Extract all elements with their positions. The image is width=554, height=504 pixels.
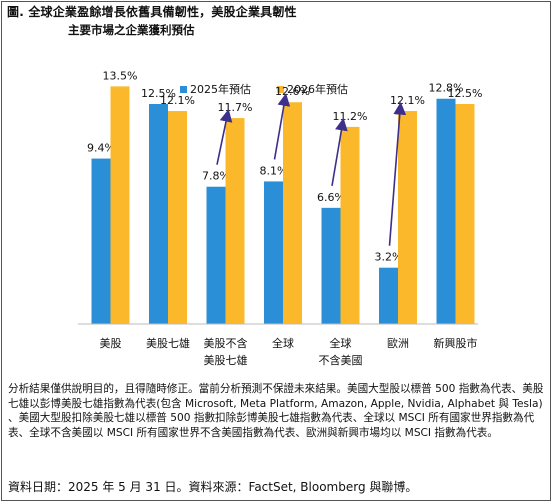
- bar-0-2: [206, 186, 226, 324]
- data-label-1-1: 12.1%: [160, 94, 195, 107]
- trend-arrow-2: [216, 108, 233, 165]
- data-label-1-5: 12.1%: [390, 94, 425, 107]
- bar-1-5: [398, 111, 417, 324]
- category-label-2-0: 美股不含: [204, 336, 248, 350]
- data-label-1-6: 12.5%: [448, 87, 483, 100]
- category-label-3-0: 全球: [272, 336, 294, 350]
- trend-arrow-3: [273, 93, 291, 160]
- trend-arrow-4: [331, 117, 348, 186]
- bar-1-2: [225, 118, 245, 324]
- category-label-4-0: 全球: [330, 336, 352, 350]
- source-line: 資料日期：2025 年 5 月 31 日。資料來源：FactSet, Bloom…: [8, 480, 418, 494]
- legend-label-1: 2026年預估: [287, 82, 348, 96]
- trend-arrow-5: [388, 101, 407, 246]
- legend-label-0: 2025年預估: [190, 82, 251, 96]
- category-label-0-0: 美股: [100, 337, 122, 350]
- bar-0-0: [91, 158, 111, 324]
- data-label-0-4: 6.6%: [317, 191, 345, 204]
- data-label-0-2: 7.8%: [202, 170, 230, 183]
- bar-1-3: [283, 102, 302, 325]
- bar-1-0: [110, 86, 130, 325]
- category-label-5-0: 歐洲: [387, 336, 409, 350]
- data-label-1-3: 12.6%: [275, 85, 310, 98]
- bar-1-4: [340, 126, 360, 324]
- legend-swatch-0: [180, 86, 187, 93]
- bar-0-1: [149, 104, 168, 324]
- category-label-1-0: 美股七雄: [146, 336, 190, 350]
- data-label-0-3: 8.1%: [260, 164, 288, 177]
- bar-1-1: [168, 111, 187, 324]
- category-label-4-1: 不含美國: [319, 353, 363, 367]
- bar-chart: 2025年預估 2026年預估9.4%13.5%美股12.5%12.1%美股七雄7…: [78, 69, 483, 367]
- bar-0-5: [379, 267, 398, 324]
- category-label-6-0: 新興股市: [434, 336, 478, 350]
- bar-0-4: [321, 207, 341, 324]
- data-label-0-0: 9.4%: [87, 142, 115, 155]
- data-label-1-2: 11.7%: [218, 101, 253, 114]
- chart-subtitle: 主要市場之企業獲利預估: [68, 23, 195, 37]
- data-label-0-6: 12.8%: [429, 82, 464, 95]
- figure-title: 圖. 全球企業盈餘增長依舊具備韌性，美股企業具韌性: [7, 5, 297, 19]
- data-label-0-5: 3.2%: [375, 251, 403, 264]
- legend-swatch-1: [277, 86, 284, 93]
- bar-0-6: [436, 98, 456, 324]
- footnote: 分析結果僅供說明目的，且得隨時修正。當前分析預測不保證未來結果。美國大型股以標普…: [8, 383, 544, 439]
- bar-0-3: [264, 181, 283, 324]
- data-label-1-0: 13.5%: [103, 69, 138, 82]
- category-label-2-1: 美股七雄: [204, 353, 248, 367]
- bar-1-6: [455, 104, 475, 324]
- data-label-0-1: 12.5%: [141, 87, 176, 100]
- data-label-1-4: 11.2%: [333, 110, 368, 123]
